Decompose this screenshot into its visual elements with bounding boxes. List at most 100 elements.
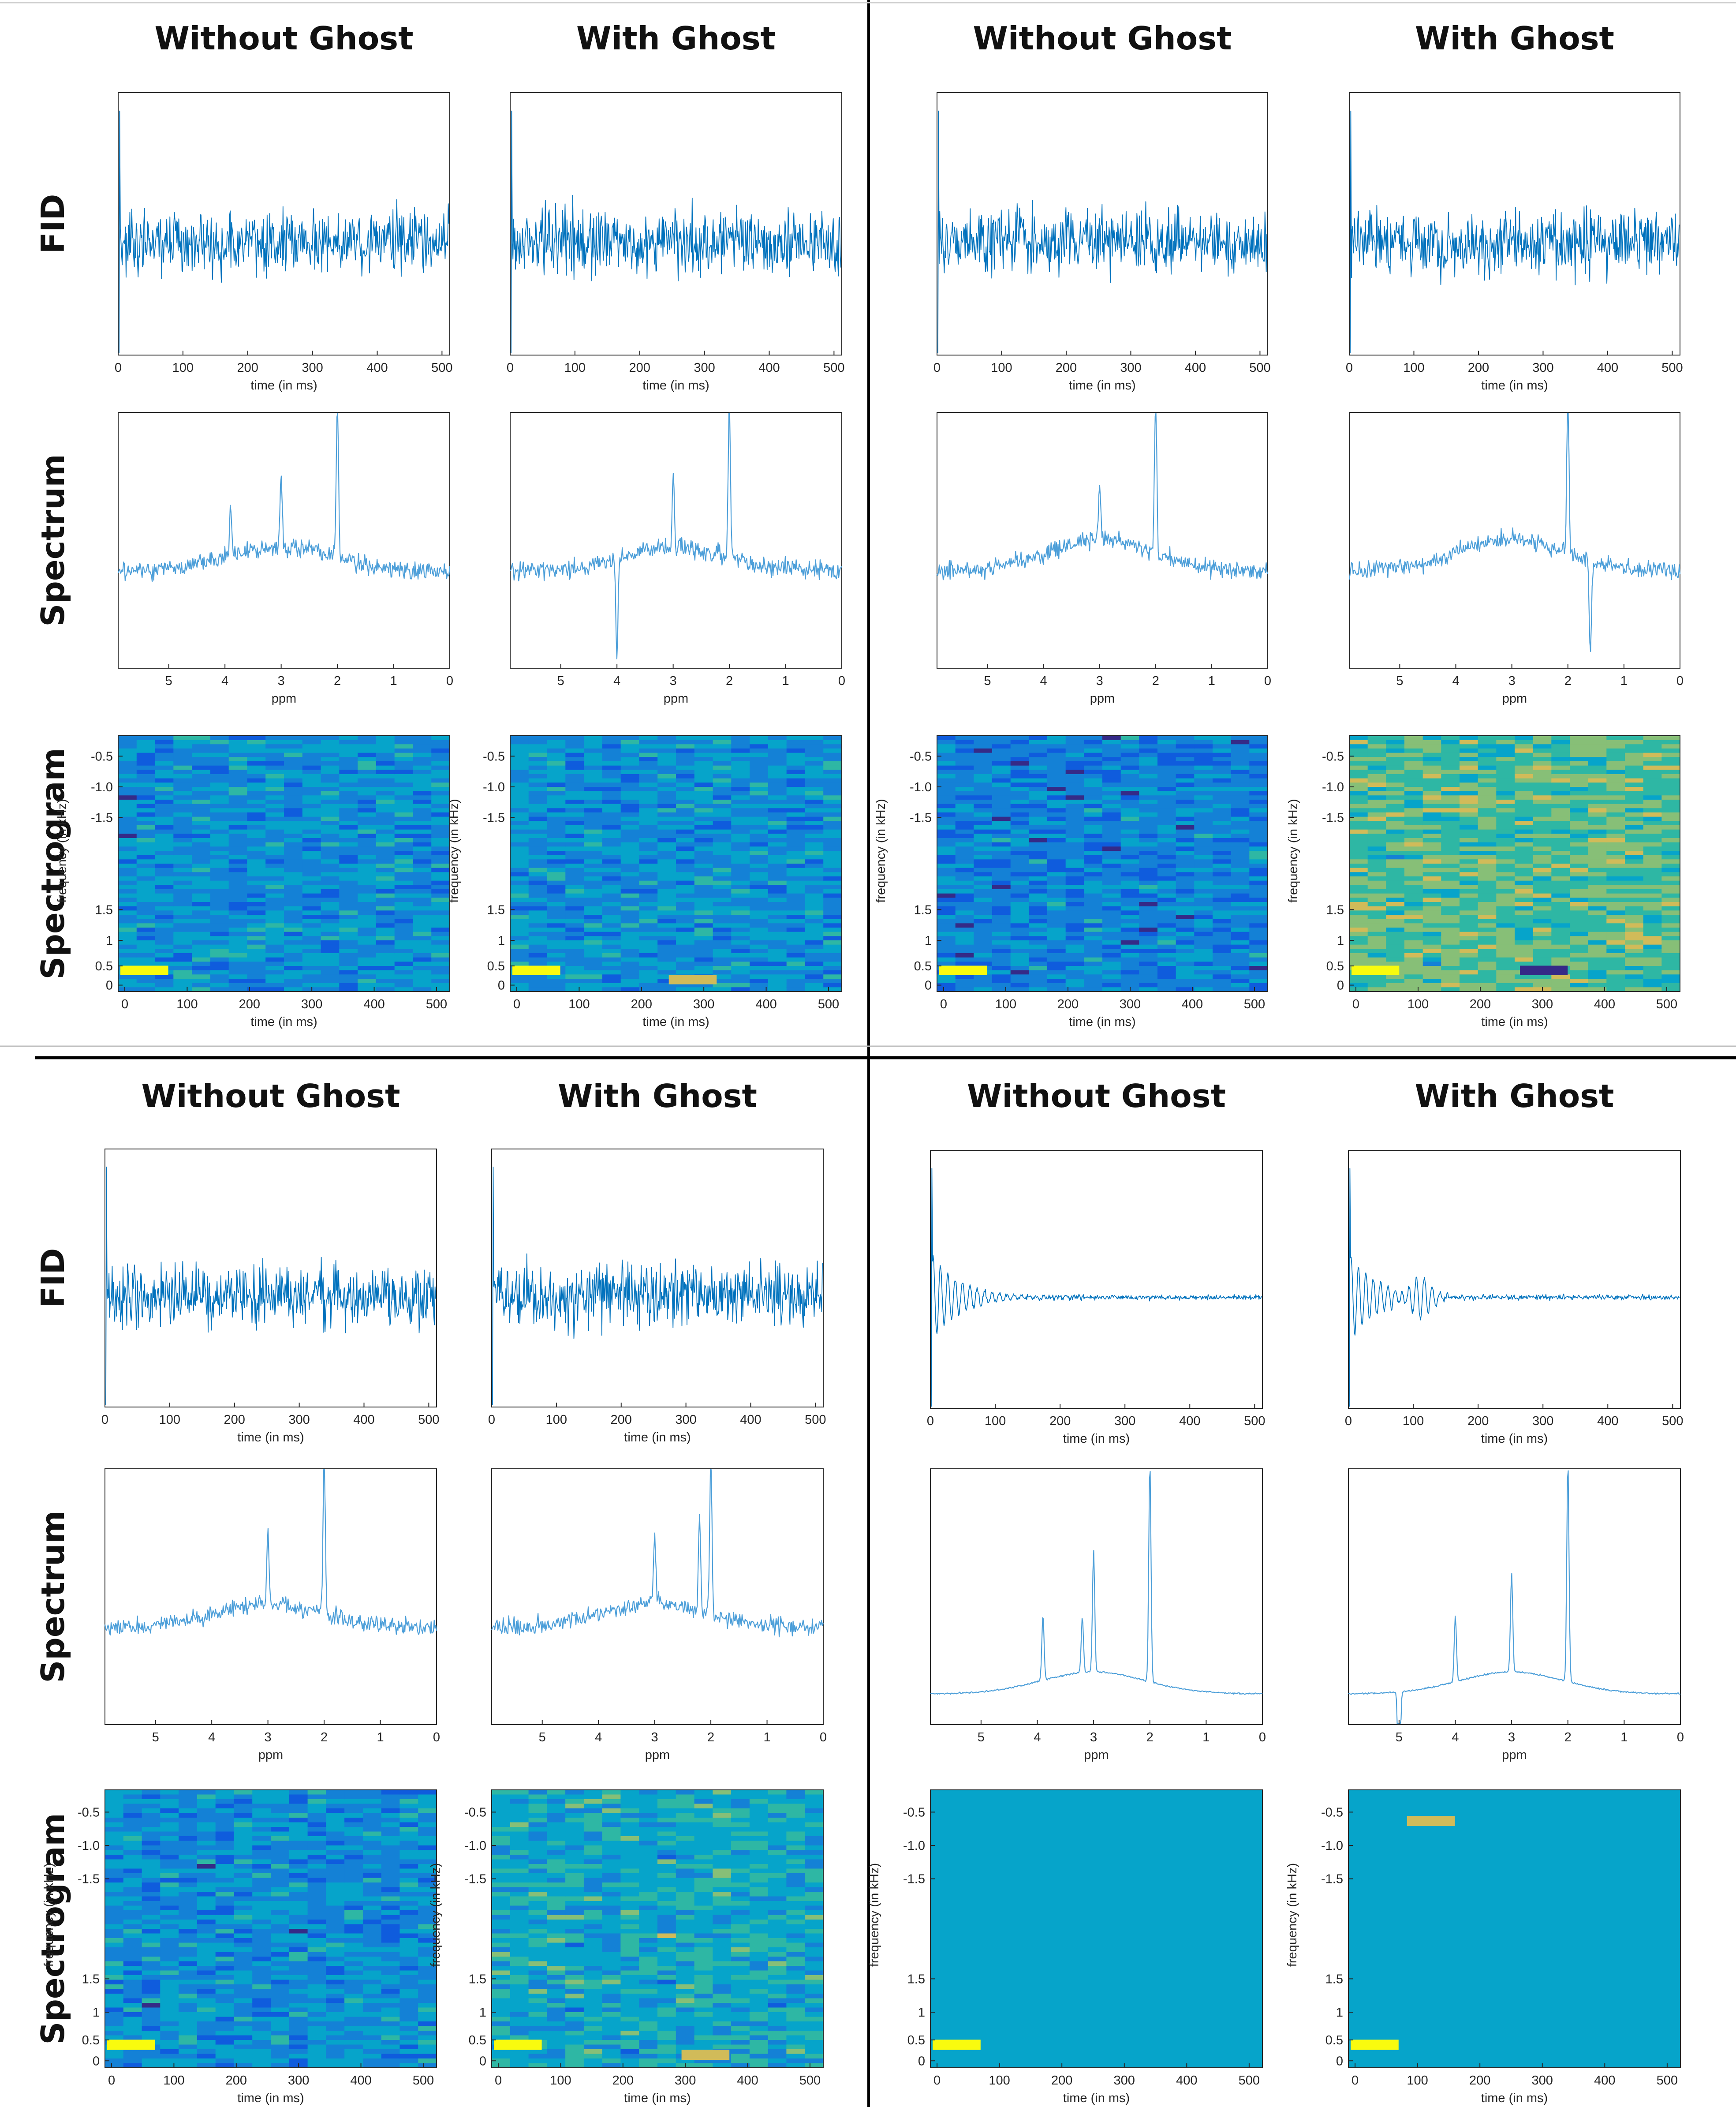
spectrogram-cell xyxy=(210,983,229,988)
spectrogram-cell xyxy=(192,898,211,902)
spectrogram-cell xyxy=(431,842,450,847)
spectrogram-cell xyxy=(284,987,303,992)
spectrogram-cell xyxy=(510,936,529,941)
spectrogram-cell xyxy=(1120,842,1140,847)
fid-trace xyxy=(937,110,1267,354)
spectrogram-cell xyxy=(750,791,769,796)
spectrogram-cell xyxy=(197,1818,216,1823)
spectrogram-cell xyxy=(750,787,769,792)
spectrogram-cell xyxy=(358,774,377,779)
spectrogram-cell xyxy=(339,949,358,954)
spectrogram-cell xyxy=(1386,864,1405,868)
spectrogram-cell xyxy=(431,765,450,771)
spectrogram-cell xyxy=(1231,987,1250,992)
spectrogram-cell xyxy=(1367,829,1387,835)
spectrogram-cell xyxy=(786,957,806,962)
spectrogram-cell xyxy=(639,953,658,958)
spectrogram-cell xyxy=(1367,906,1387,911)
spectrogram-cell xyxy=(1176,765,1195,771)
spectrogram-cell xyxy=(1496,919,1515,924)
spectrogram-cell xyxy=(1157,808,1176,813)
spectrogram-cell xyxy=(1404,761,1423,766)
spectrogram-cell xyxy=(197,2003,216,2008)
spectrogram-cell xyxy=(657,765,676,771)
spectrogram-cell xyxy=(731,880,750,886)
spectrogram-cell xyxy=(805,851,824,856)
spectrogram-cell xyxy=(284,834,303,838)
spectrogram-cell xyxy=(358,910,377,915)
spectrogram-cell xyxy=(376,838,395,843)
spectrogram-cell xyxy=(639,876,658,881)
spectrogram-cell xyxy=(1176,855,1195,860)
spectrogram-cell xyxy=(1533,889,1552,894)
spectrogram-cell xyxy=(1551,808,1570,813)
spectrogram-cell xyxy=(321,953,340,958)
spectrogram-cell xyxy=(805,800,824,805)
spectrogram-cell xyxy=(228,748,248,753)
spectrogram-cell xyxy=(1460,800,1478,805)
fid-x-tick-label: 0 xyxy=(101,1413,108,1427)
spectrogram-cell xyxy=(1496,979,1515,984)
spectrogram-cell xyxy=(136,893,156,898)
spectrogram-cell xyxy=(160,1998,179,2003)
spectrogram-cell xyxy=(1349,787,1368,792)
spectrogram-cell xyxy=(197,1822,216,1827)
spectrogram-cell xyxy=(768,944,787,950)
spectrogram-cell xyxy=(750,740,769,745)
spectrogram-cell xyxy=(639,979,658,984)
spectrogram-cell xyxy=(731,902,750,907)
spectrogram-cell xyxy=(321,872,340,877)
spectrogram-cell xyxy=(768,928,787,932)
spectrogram-cell xyxy=(1551,770,1570,775)
spectrogram-cell xyxy=(510,885,529,890)
spectrogram-cell xyxy=(1065,970,1085,975)
spectrogram-cell xyxy=(358,880,377,886)
spectrogram-cell xyxy=(105,1910,124,1916)
spectrogram-cell xyxy=(1102,974,1121,979)
spectrogram-cell xyxy=(584,970,603,975)
spectrogram-cell xyxy=(1643,782,1662,787)
spectrogram-cell xyxy=(173,923,192,928)
spectrogram-cell xyxy=(142,1878,161,1883)
spectrogram-cell xyxy=(105,1952,124,1957)
spectrogram-cell xyxy=(302,885,321,890)
spectrogram-cell xyxy=(358,838,377,843)
spectrogram-cell xyxy=(228,757,248,762)
spectrogram-cell xyxy=(265,957,284,962)
spectrogram-cell xyxy=(1157,885,1176,890)
spectrogram-cell xyxy=(197,1868,216,1874)
spectrogram-cell xyxy=(1102,842,1121,847)
spectrogram-cell xyxy=(179,1841,198,1846)
spectrogram-cell xyxy=(339,757,358,762)
spectrogram-cell xyxy=(1460,791,1478,796)
spectrogram-cell xyxy=(602,898,621,902)
spectrogram-cell xyxy=(1625,880,1644,886)
spectrogram-cell xyxy=(713,949,732,954)
spectrogram-cell xyxy=(155,846,174,851)
spectrogram-cell xyxy=(620,804,640,809)
spectrogram-cell xyxy=(584,804,603,809)
spectrogram-x-tick-label: 0 xyxy=(121,997,128,1011)
spectrogram-cell xyxy=(1249,812,1268,817)
spectrogram-cell xyxy=(713,902,732,907)
spectrogram-cell xyxy=(123,1998,142,2003)
spectrogram-cell xyxy=(1029,970,1048,975)
spectrogram-cell xyxy=(528,791,548,796)
spectrogram-cell xyxy=(197,1799,216,1804)
spectrogram-cell xyxy=(547,812,566,817)
spectrogram-cell xyxy=(1139,957,1158,962)
spectrogram-cell xyxy=(1478,736,1497,741)
spectrogram-cell xyxy=(955,736,974,741)
spectrogram-cell xyxy=(1551,757,1570,762)
spectrogram-cell xyxy=(510,919,529,924)
spectrogram-cell xyxy=(805,795,824,800)
spectrogram-cell xyxy=(768,974,787,979)
spectrogram-cell xyxy=(210,816,229,822)
spectrogram-cell xyxy=(1643,906,1662,911)
spectrogram-cell xyxy=(118,846,137,851)
spectrogram-cell xyxy=(639,757,658,762)
spectrogram-cell xyxy=(210,838,229,843)
spectrogram-cell xyxy=(265,936,284,941)
